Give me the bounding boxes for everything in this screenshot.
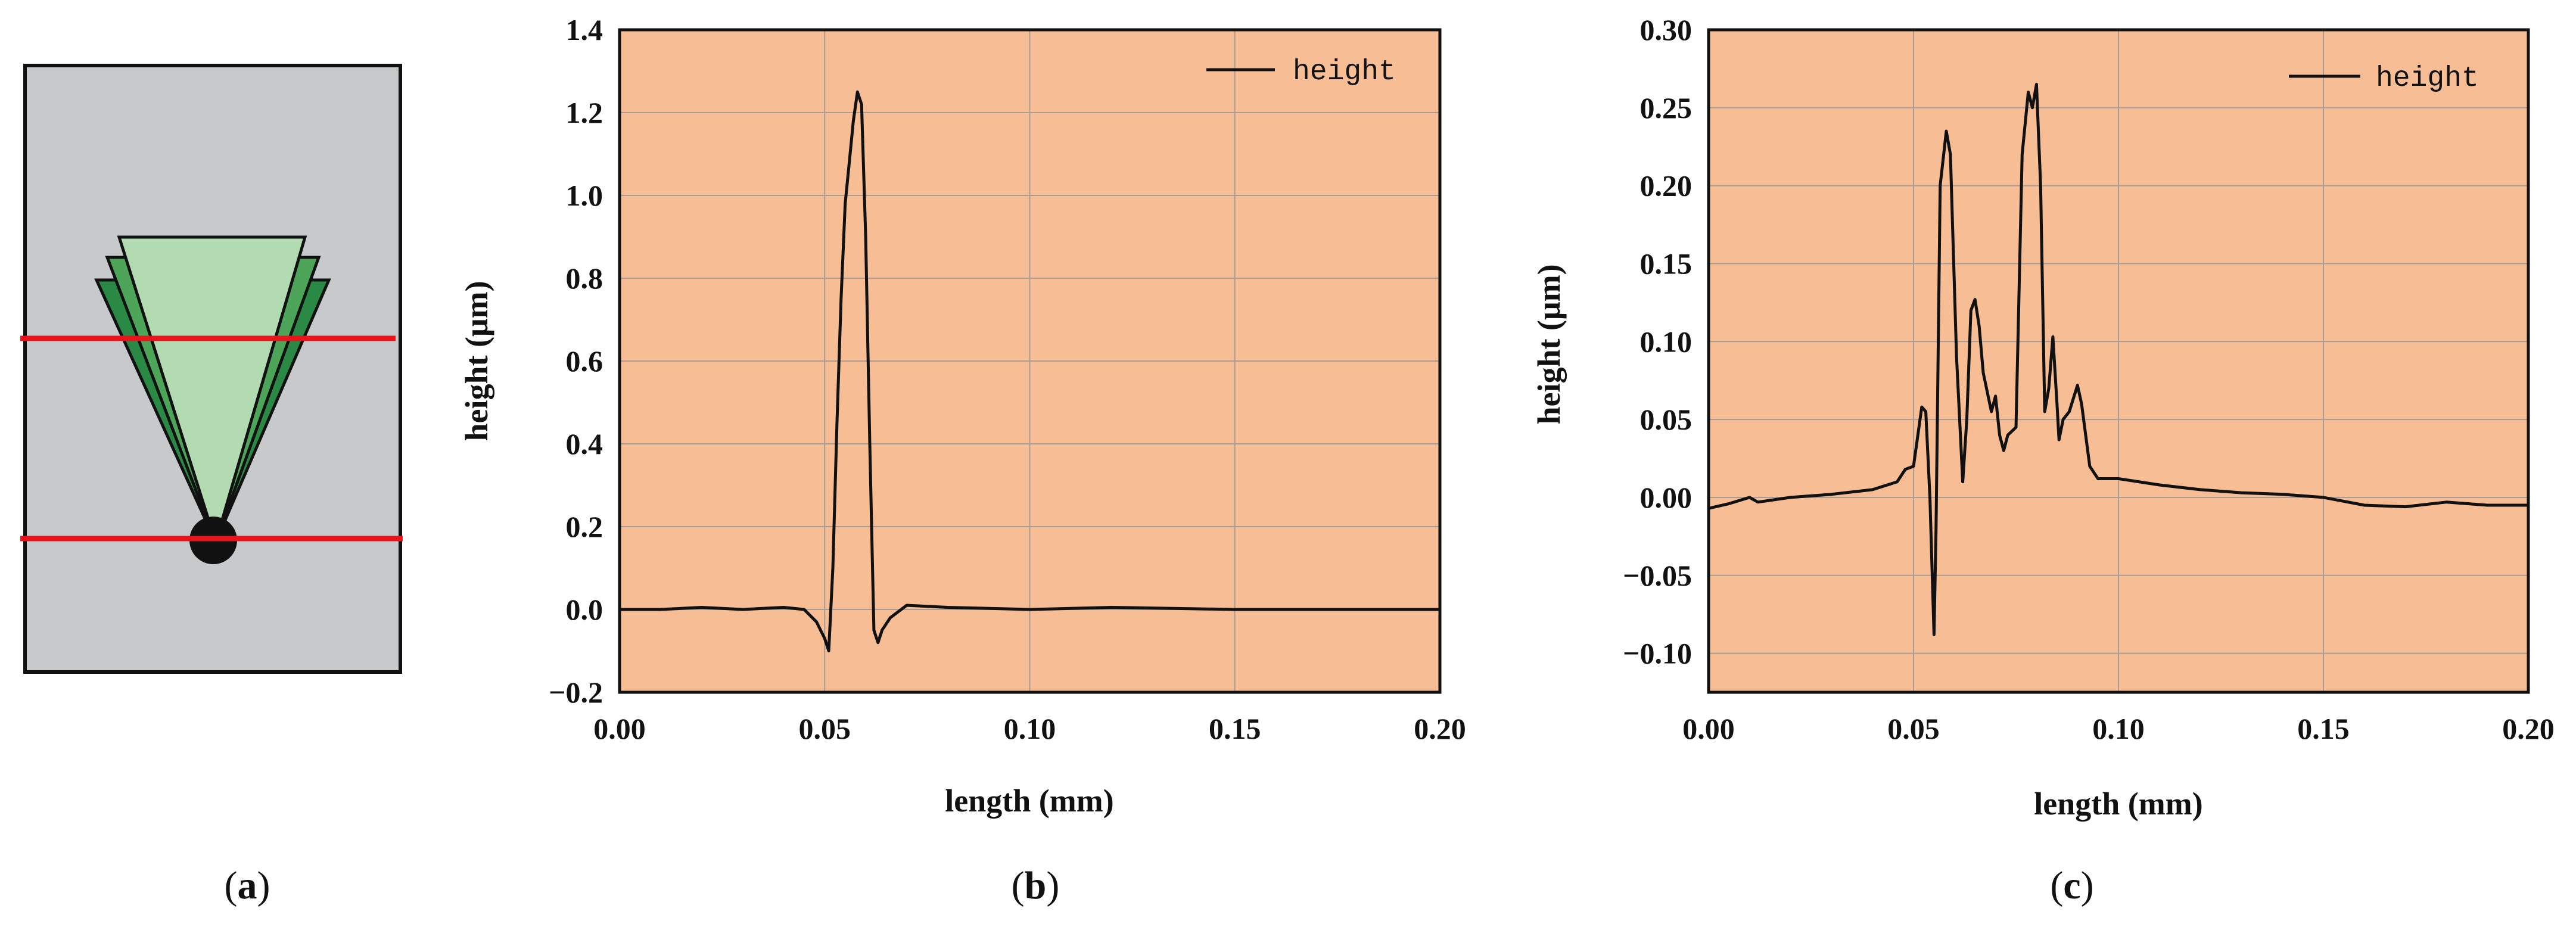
caption-b-letter: b: [1025, 864, 1047, 907]
chart-c-grid: [1709, 30, 2528, 692]
caption-c-close: ): [2081, 864, 2094, 907]
c-ytick-label: 0.05: [1640, 403, 1693, 436]
caption-a-letter: a: [238, 864, 257, 907]
chart-c-frame: [1707, 28, 2530, 694]
caption-a-close: ): [257, 864, 270, 907]
caption-c: (c): [2050, 864, 2093, 907]
caption-b-close: ): [1046, 864, 1059, 907]
chart-b-frame: [618, 28, 1442, 694]
b-xtick-label: 0.20: [1414, 712, 1466, 745]
chart-c-legend-label: height: [2376, 63, 2479, 95]
b-ytick-label: 0.6: [566, 344, 603, 378]
chart-c-tick-labels: 0.00 0.05 0.10 0.15 0.20 −0.10 −0.05 0.00 0.05 0.…: [1623, 13, 2555, 745]
chart-b: 0.00 0.05 0.10 0.15 0.20 −0.2 0.0 0.2 0.4 0.6 0.8 1…: [459, 13, 1466, 819]
c-xtick-label: 0.10: [2092, 712, 2145, 745]
chart-b-ylabel: height (μm): [459, 281, 494, 441]
c-ytick-label: −0.10: [1623, 637, 1692, 670]
caption-a-open: (: [225, 864, 238, 907]
c-ytick-label: 0.20: [1640, 169, 1693, 203]
b-xtick-label: 0.10: [1004, 712, 1056, 745]
caption-b: (b): [1012, 864, 1060, 907]
caption-a: (a): [225, 864, 270, 907]
chart-c-series-height-line: [1708, 83, 2528, 636]
b-ytick-label: 1.4: [566, 13, 603, 46]
c-ytick-label: 0.00: [1640, 481, 1693, 514]
b-ytick-label: 0.0: [566, 593, 603, 626]
chart-c: 0.00 0.05 0.10 0.15 0.20 −0.10 −0.05 0.00 0.05 0.…: [1531, 13, 2555, 822]
panel-a-schematic: [20, 64, 403, 674]
chart-c-legend: height: [2289, 63, 2479, 95]
c-ytick-label: 0.15: [1640, 247, 1693, 280]
b-xtick-label: 0.00: [593, 712, 646, 745]
caption-c-open: (: [2050, 864, 2063, 907]
b-ytick-label: −0.2: [549, 676, 603, 709]
c-ytick-label: 0.10: [1640, 325, 1693, 358]
c-ytick-label: 0.25: [1640, 91, 1693, 125]
c-xtick-label: 0.00: [1682, 712, 1735, 745]
c-xtick-label: 0.15: [2297, 712, 2350, 745]
b-ytick-label: 0.8: [566, 262, 603, 295]
chart-c-ylabel: height (μm): [1531, 264, 1567, 424]
b-ytick-label: 0.2: [566, 510, 603, 543]
c-xtick-label: 0.20: [2502, 712, 2555, 745]
b-xtick-label: 0.15: [1209, 712, 1261, 745]
caption-b-open: (: [1012, 864, 1025, 907]
c-xtick-label: 0.05: [1887, 712, 1940, 745]
c-ytick-label: −0.05: [1623, 559, 1692, 592]
chart-b-legend-label: height: [1293, 56, 1396, 88]
chart-c-xlabel: length (mm): [2034, 786, 2202, 822]
chart-b-xlabel: length (mm): [945, 783, 1113, 819]
b-ytick-label: 0.4: [566, 427, 603, 461]
chart-b-legend: height: [1206, 56, 1396, 88]
b-ytick-label: 1.2: [566, 96, 603, 129]
b-xtick-label: 0.05: [799, 712, 851, 745]
triangle-light-layer: [117, 235, 307, 548]
c-ytick-label: 0.30: [1640, 13, 1693, 46]
caption-c-letter: c: [2063, 864, 2080, 907]
b-ytick-label: 1.0: [566, 179, 603, 212]
chart-b-series-height-line: [620, 90, 1440, 652]
chart-b-tick-labels: 0.00 0.05 0.10 0.15 0.20 −0.2 0.0 0.2 0.4 0.6 0.8 1…: [549, 13, 1466, 745]
